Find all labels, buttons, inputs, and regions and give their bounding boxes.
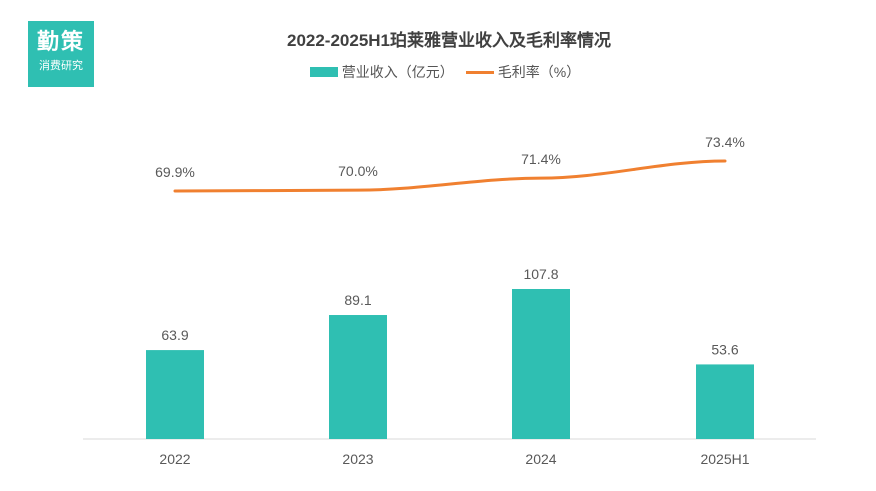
legend-label-revenue: 营业收入（亿元） xyxy=(341,64,454,80)
bar-label-2025H1: 53.6 xyxy=(711,341,738,357)
line-label-2023: 70.0% xyxy=(338,163,378,179)
chart-title: 2022-2025H1珀莱雅营业收入及毛利率情况 xyxy=(286,31,612,50)
bar-label-2022: 63.9 xyxy=(161,327,188,343)
logo-sub-text: 消费研究 xyxy=(39,60,83,72)
bar-2024 xyxy=(512,289,570,439)
legend-swatch-bar xyxy=(309,67,338,77)
bar-label-2023: 89.1 xyxy=(344,292,371,308)
logo: 勤策 消费研究 xyxy=(28,21,94,87)
x-tick-label-2024: 2024 xyxy=(525,451,556,467)
x-tick-label-2022: 2022 xyxy=(159,451,190,467)
line-label-2022: 69.9% xyxy=(155,164,195,180)
line-label-2024: 71.4% xyxy=(521,151,561,167)
legend-item-revenue: 营业收入（亿元） xyxy=(309,62,454,82)
bar-2022 xyxy=(146,350,204,439)
line-gross-margin xyxy=(173,159,727,193)
x-tick-label-2023: 2023 xyxy=(342,451,373,467)
bar-2023 xyxy=(329,315,387,439)
bar-label-2024: 107.8 xyxy=(523,266,558,282)
bar-2025H1 xyxy=(696,364,754,439)
logo-main-text: 勤策 xyxy=(36,29,85,54)
legend-label-margin: 毛利率（%） xyxy=(497,64,581,80)
legend-swatch-line xyxy=(465,70,494,74)
line-label-2025H1: 73.4% xyxy=(705,134,745,150)
legend-item-margin: 毛利率（%） xyxy=(465,62,581,82)
x-tick-label-2025H1: 2025H1 xyxy=(700,451,749,467)
chart-legend: 营业收入（亿元） 毛利率（%） xyxy=(0,62,876,82)
